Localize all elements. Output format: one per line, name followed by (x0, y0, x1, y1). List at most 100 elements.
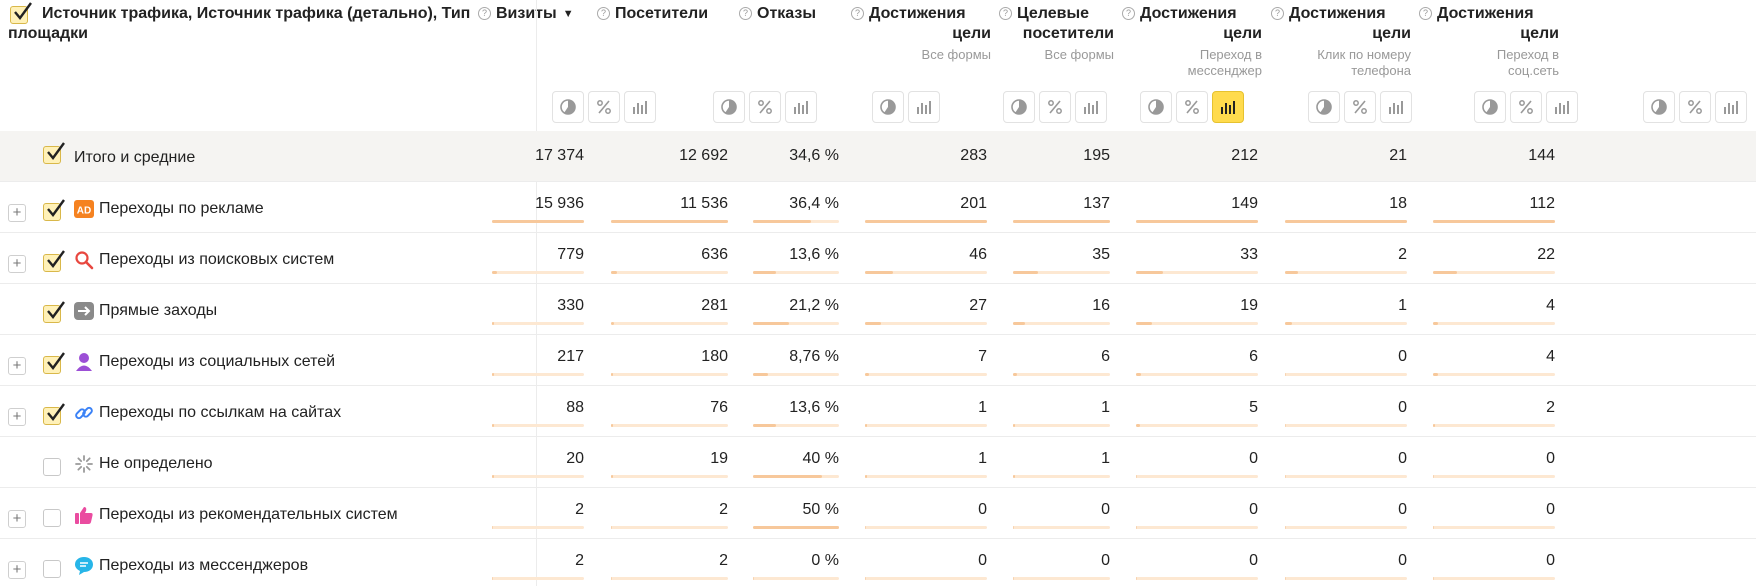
pie-chart-icon[interactable] (1643, 91, 1675, 123)
row-label[interactable]: Переходы из рекомендательных систем (99, 506, 398, 523)
column-goal-name: Переход в (1496, 47, 1559, 62)
share-bar (1285, 526, 1407, 529)
share-bar-fill (492, 322, 494, 325)
metric-value: 0 (1398, 552, 1407, 569)
column-header[interactable]: ? Достижения цели Переход в соц.сеть (1399, 4, 1559, 79)
metric-value: 217 (557, 348, 584, 365)
row-label[interactable]: Не определено (99, 455, 213, 472)
table-row[interactable]: + Переходы из социальных сетей 217 180 8,76 … (0, 335, 1756, 386)
row-label[interactable]: Прямые заходы (99, 302, 218, 319)
row-label[interactable]: Переходы из социальных сетей (99, 353, 336, 370)
expand-icon[interactable]: + (8, 408, 26, 426)
expand-icon[interactable]: + (8, 510, 26, 528)
table-row[interactable]: + Переходы по ссылкам на сайтах 88 76 13,6 %… (0, 386, 1756, 437)
percent-icon[interactable] (749, 91, 781, 123)
sort-desc-icon[interactable]: ▼ (562, 8, 574, 20)
share-bar (1013, 577, 1110, 580)
percent-icon[interactable] (1679, 91, 1711, 123)
help-icon[interactable]: ? (1271, 7, 1284, 20)
column-chart-buttons (1474, 91, 1578, 123)
share-bar-fill (865, 373, 870, 376)
row-checkbox[interactable] (43, 560, 61, 578)
metric-value: 2 (575, 552, 584, 569)
row-label[interactable]: Переходы по ссылкам на сайтах (99, 404, 342, 421)
bar-chart-icon[interactable] (1546, 91, 1578, 123)
share-bar-fill (1136, 577, 1137, 580)
share-bar (1285, 424, 1407, 427)
row-checkbox[interactable] (43, 403, 65, 425)
pie-chart-icon[interactable] (872, 91, 904, 123)
bar-chart-icon[interactable] (1380, 91, 1412, 123)
share-bar (865, 271, 987, 274)
column-header[interactable]: ? Визиты ▼ (428, 4, 588, 24)
column-header[interactable]: ? Достижения цели Все формы (831, 4, 991, 63)
help-icon[interactable]: ? (739, 7, 752, 20)
dimension-header[interactable]: Источник трафика, Источник трафика (дета… (8, 2, 528, 44)
share-bar (1285, 373, 1407, 376)
row-label[interactable]: Переходы по рекламе (99, 200, 264, 217)
help-icon[interactable]: ? (999, 7, 1012, 20)
select-all-checkbox[interactable] (10, 2, 32, 24)
help-icon[interactable]: ? (1419, 7, 1432, 20)
table-row[interactable]: Не определено 20 19 40 % 1 1 0 0 0 (0, 437, 1756, 488)
row-checkbox[interactable] (43, 250, 65, 272)
pie-chart-icon[interactable] (1308, 91, 1340, 123)
share-bar-fill (753, 373, 769, 376)
column-header[interactable]: ? Достижения цели Клик по номеру телефона (1251, 4, 1411, 79)
row-checkbox[interactable] (43, 301, 65, 323)
percent-icon[interactable] (1510, 91, 1542, 123)
row-checkbox[interactable] (43, 352, 65, 374)
row-checkbox[interactable] (43, 458, 61, 476)
share-bar-fill (1013, 271, 1039, 274)
help-icon[interactable]: ? (597, 7, 610, 20)
row-label[interactable]: Переходы из мессенджеров (99, 557, 309, 574)
expand-icon[interactable]: + (8, 204, 26, 222)
column-header[interactable]: ? Достижения цели Переход в мессенджер (1102, 4, 1262, 79)
row-label[interactable]: Итого и средние (74, 149, 196, 166)
table-row[interactable]: + Переходы из мессенджеров 2 2 0 % 0 0 0 0 0 (0, 539, 1756, 586)
row-label[interactable]: Переходы из поисковых систем (99, 251, 335, 268)
totals-row[interactable]: Итого и средние 17 374 12 692 34,6 % 283 195 2… (0, 131, 1756, 182)
share-bar (753, 475, 839, 478)
pie-chart-icon[interactable] (552, 91, 584, 123)
column-header[interactable]: ? Посетители (572, 4, 732, 24)
row-checkbox[interactable] (43, 509, 61, 527)
table-row[interactable]: + Переходы из рекомендательных систем 2 2 50… (0, 488, 1756, 539)
share-bar (753, 373, 839, 376)
help-icon[interactable]: ? (478, 7, 491, 20)
pie-chart-icon[interactable] (713, 91, 745, 123)
percent-icon[interactable] (1344, 91, 1376, 123)
percent-icon[interactable] (1039, 91, 1071, 123)
row-checkbox[interactable] (43, 142, 65, 164)
help-icon[interactable]: ? (1122, 7, 1135, 20)
table-row[interactable]: Прямые заходы 330 281 21,2 % 27 16 19 1 4 (0, 284, 1756, 335)
metric-value: 21,2 % (789, 297, 839, 314)
percent-icon[interactable] (1176, 91, 1208, 123)
metric-value: 19 (1240, 297, 1258, 314)
share-bar (865, 577, 987, 580)
column-header[interactable]: ? Целевые посетители Все формы (954, 4, 1114, 63)
bar-chart-icon[interactable] (785, 91, 817, 123)
help-icon[interactable]: ? (851, 7, 864, 20)
percent-icon[interactable] (588, 91, 620, 123)
row-checkbox[interactable] (43, 199, 65, 221)
expand-icon[interactable]: + (8, 561, 26, 579)
table-row[interactable]: + AD Переходы по рекламе 15 936 11 536 36,4 %… (0, 182, 1756, 233)
expand-icon[interactable]: + (8, 255, 26, 273)
bar-chart-icon[interactable] (1715, 91, 1747, 123)
pie-chart-icon[interactable] (1474, 91, 1506, 123)
bar-chart-icon[interactable] (1212, 91, 1244, 123)
table-row[interactable]: + Переходы из поисковых систем 779 636 13,6 … (0, 233, 1756, 284)
pie-chart-icon[interactable] (1140, 91, 1172, 123)
bar-chart-icon[interactable] (908, 91, 940, 123)
bar-chart-icon[interactable] (624, 91, 656, 123)
share-bar-fill (492, 526, 493, 529)
pie-chart-icon[interactable] (1003, 91, 1035, 123)
expand-icon[interactable]: + (8, 357, 26, 375)
column-goal-name: Переход в (1199, 47, 1262, 62)
metric-value: 201 (960, 195, 987, 212)
share-bar-fill (1136, 322, 1152, 325)
bar-chart-icon[interactable] (1075, 91, 1107, 123)
share-bar (1285, 271, 1407, 274)
column-header[interactable]: ? Отказы (683, 4, 843, 24)
